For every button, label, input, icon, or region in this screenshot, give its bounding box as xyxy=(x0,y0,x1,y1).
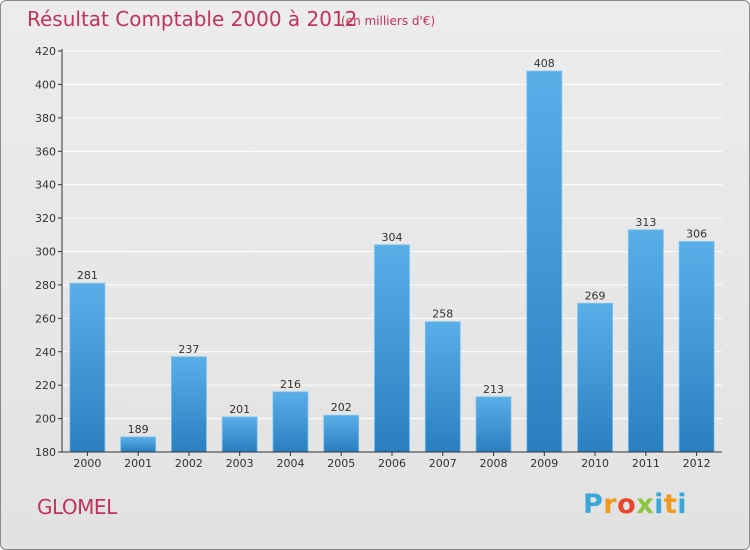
bar xyxy=(627,229,664,453)
data-label: 237 xyxy=(178,343,199,356)
y-tick-label: 220 xyxy=(35,379,56,392)
x-tick-label: 2012 xyxy=(683,457,711,470)
bar xyxy=(526,70,563,453)
y-tick-label: 300 xyxy=(35,246,56,259)
data-label: 313 xyxy=(635,216,656,229)
x-tick-label: 2011 xyxy=(632,457,660,470)
data-label: 216 xyxy=(280,378,301,391)
bar xyxy=(120,436,157,453)
bar xyxy=(475,396,512,453)
data-label: 213 xyxy=(483,383,504,396)
logo-letter: r xyxy=(603,489,618,520)
y-tick-label: 420 xyxy=(35,45,56,58)
bar xyxy=(221,416,258,453)
logo-letter: t xyxy=(663,489,678,520)
x-tick-label: 2009 xyxy=(530,457,558,470)
x-tick-label: 2005 xyxy=(327,457,355,470)
bar xyxy=(374,244,410,453)
logo-letter: P xyxy=(583,489,604,520)
bar xyxy=(323,414,360,453)
bar xyxy=(272,391,309,453)
data-label: 201 xyxy=(229,403,250,416)
y-tick-label: 180 xyxy=(35,446,56,459)
y-tick-label: 240 xyxy=(35,346,56,359)
y-tick-label: 360 xyxy=(35,145,56,158)
logo-letter: x xyxy=(636,489,655,520)
logo-letter: o xyxy=(617,489,637,520)
x-tick-label: 2008 xyxy=(480,457,508,470)
y-tick-label: 400 xyxy=(35,78,56,91)
y-tick-label: 340 xyxy=(35,179,56,192)
x-tick-label: 2002 xyxy=(175,457,203,470)
bar xyxy=(424,321,461,453)
commune-name: GLOMEL xyxy=(37,495,117,519)
y-tick-label: 380 xyxy=(35,112,56,125)
bar xyxy=(69,282,106,453)
x-tick-label: 2010 xyxy=(581,457,609,470)
data-label: 258 xyxy=(432,308,453,321)
data-label: 281 xyxy=(77,269,98,282)
chart-title: Résultat Comptable 2000 à 2012 xyxy=(27,7,358,31)
x-tick-label: 2000 xyxy=(73,457,101,470)
data-label: 306 xyxy=(686,227,707,240)
proxiti-logo: Proxiti xyxy=(583,489,687,520)
data-label: 189 xyxy=(128,423,149,436)
x-tick-label: 2007 xyxy=(429,457,457,470)
data-label: 202 xyxy=(331,401,352,414)
logo-letter: i xyxy=(654,489,664,520)
bar xyxy=(678,241,715,453)
y-tick-label: 280 xyxy=(35,279,56,292)
data-label: 408 xyxy=(534,57,555,70)
chart-subtitle: (en milliers d'€) xyxy=(341,14,436,28)
x-tick-label: 2001 xyxy=(124,457,152,470)
y-tick-label: 200 xyxy=(35,413,56,426)
y-tick-label: 260 xyxy=(35,312,56,325)
y-tick-label: 320 xyxy=(35,212,56,225)
x-tick-label: 2003 xyxy=(226,457,254,470)
bar xyxy=(171,356,207,453)
data-label: 269 xyxy=(585,289,606,302)
x-tick-label: 2004 xyxy=(276,457,304,470)
x-tick-label: 2006 xyxy=(378,457,406,470)
logo-letter: i xyxy=(677,489,688,520)
data-label: 304 xyxy=(382,231,403,244)
bar xyxy=(577,302,613,453)
